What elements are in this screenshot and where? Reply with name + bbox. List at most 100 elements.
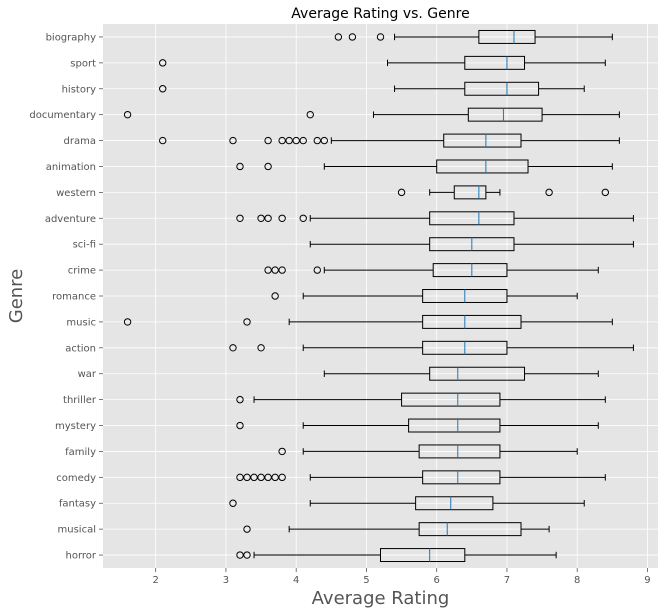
box-iqr xyxy=(478,29,536,44)
box-series xyxy=(123,29,634,563)
y-tick-label: biography xyxy=(46,32,97,43)
flier-point xyxy=(545,188,553,197)
flier-point xyxy=(236,162,244,171)
flier-point xyxy=(229,499,237,507)
flier-point xyxy=(123,110,132,119)
x-tick-label: 7 xyxy=(504,575,510,586)
flier-point xyxy=(320,136,328,145)
y-tick-label: musical xyxy=(58,525,96,536)
box-iqr xyxy=(422,314,522,329)
x-axis-title: Average Rating xyxy=(312,588,450,609)
box-iqr xyxy=(429,366,526,381)
flier-point xyxy=(278,136,286,145)
x-tick-label: 3 xyxy=(223,575,229,586)
box-crime xyxy=(264,263,599,278)
flier-point xyxy=(334,33,343,41)
flier-point xyxy=(264,266,272,274)
x-tick-label: 6 xyxy=(434,575,440,586)
flier-point xyxy=(285,136,293,145)
flier-point xyxy=(236,395,244,404)
flier-point xyxy=(376,33,385,41)
flier-point xyxy=(236,473,244,482)
box-western xyxy=(397,185,610,200)
box-iqr xyxy=(418,444,501,459)
y-tick-label: action xyxy=(65,343,96,354)
y-tick-label: war xyxy=(78,369,97,380)
box-history xyxy=(159,81,585,96)
box-war xyxy=(323,366,599,381)
x-tick-label: 9 xyxy=(644,575,650,586)
y-tick-label: animation xyxy=(46,162,96,173)
box-biography xyxy=(334,29,613,44)
box-romance xyxy=(271,289,578,303)
box-iqr xyxy=(467,107,543,122)
box-iqr xyxy=(436,159,529,174)
y-tick-label: mystery xyxy=(55,421,96,432)
box-iqr xyxy=(401,392,501,407)
flier-point xyxy=(299,214,307,222)
box-iqr xyxy=(464,81,540,96)
flier-point xyxy=(278,447,286,456)
flier-point xyxy=(243,318,251,326)
box-comedy xyxy=(236,470,606,485)
flier-point xyxy=(313,266,321,274)
box-mystery xyxy=(236,418,599,433)
flier-point xyxy=(123,318,132,326)
y-tick-label: thriller xyxy=(63,395,97,406)
flier-point xyxy=(257,473,265,482)
box-iqr xyxy=(464,55,526,70)
flier-point xyxy=(159,59,167,67)
y-tick-label: history xyxy=(62,84,96,95)
flier-point xyxy=(243,525,251,533)
flier-point xyxy=(313,136,321,145)
box-sport xyxy=(159,55,606,70)
box-iqr xyxy=(429,211,515,226)
y-tick-label: comedy xyxy=(56,473,96,484)
y-tick-label: documentary xyxy=(29,110,96,121)
flier-point xyxy=(264,214,272,222)
box-drama xyxy=(159,133,620,148)
box-iqr xyxy=(453,185,487,200)
flier-point xyxy=(306,110,314,119)
box-family xyxy=(278,444,578,459)
box-fantasy xyxy=(229,496,585,511)
flier-point xyxy=(278,214,286,222)
y-tick-label: western xyxy=(56,188,96,199)
flier-point xyxy=(250,473,258,482)
box-iqr xyxy=(432,263,508,278)
box-thriller xyxy=(236,392,606,407)
flier-point xyxy=(299,136,307,145)
y-tick-label: adventure xyxy=(45,214,96,225)
box-documentary xyxy=(123,107,620,122)
flier-point xyxy=(271,292,279,300)
flier-point xyxy=(229,136,237,145)
box-horror xyxy=(236,548,557,563)
y-tick-label: sci-fi xyxy=(73,240,96,251)
y-axis-title: Genre xyxy=(6,269,27,324)
x-tick-label: 4 xyxy=(293,575,299,586)
flier-point xyxy=(159,136,167,145)
flier-point xyxy=(601,188,610,197)
box-music xyxy=(123,314,613,329)
box-action xyxy=(229,340,634,355)
y-tick-label: music xyxy=(66,317,96,328)
flier-point xyxy=(278,473,286,482)
flier-point xyxy=(397,188,406,197)
flier-point xyxy=(236,551,244,559)
flier-point xyxy=(243,473,251,482)
box-adventure xyxy=(236,211,634,226)
y-tick-label: crime xyxy=(68,266,96,277)
flier-point xyxy=(348,33,357,41)
box-sci-fi xyxy=(309,237,634,252)
y-tick-label: drama xyxy=(64,136,96,147)
box-iqr xyxy=(418,522,522,537)
box-iqr xyxy=(443,133,522,148)
flier-point xyxy=(271,266,279,274)
flier-point xyxy=(292,136,300,145)
x-tick-label: 5 xyxy=(363,575,369,586)
box-musical xyxy=(243,522,550,537)
box-iqr xyxy=(415,496,494,511)
flier-point xyxy=(236,214,244,222)
flier-point xyxy=(271,473,279,482)
